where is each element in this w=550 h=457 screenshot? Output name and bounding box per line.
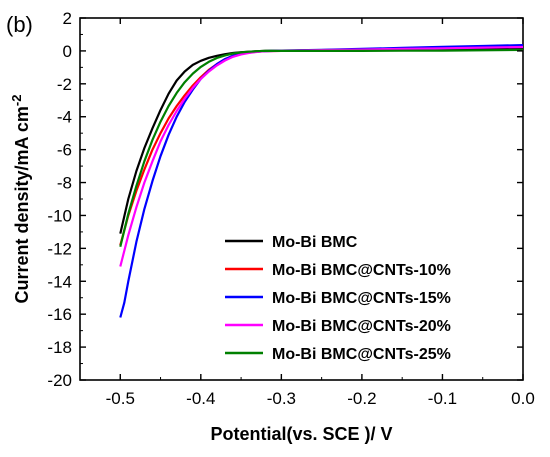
x-tick-label: -0.4 (186, 389, 215, 408)
legend-label-5: Mo-Bi BMC@CNTs-25% (272, 346, 451, 363)
y-tick-label: 0 (63, 42, 72, 61)
x-tick-label: -0.1 (428, 389, 457, 408)
y-tick-label: 2 (63, 9, 72, 28)
legend-label-1: Mo-Bi BMC (272, 234, 358, 251)
y-tick-label: -6 (57, 141, 72, 160)
y-axis-title: Current density/mA cm-2 (9, 95, 32, 304)
y-tick-label: -20 (47, 371, 72, 390)
panel-label: (b) (6, 12, 33, 37)
ticks-layer: -0.5 -0.4 -0.3 -0.2 -0.1 0.0 2 0 -2 -4 -6 -8 -10 -12 -… (47, 9, 534, 408)
y-tick-label: -10 (47, 206, 72, 225)
y-tick-label: -18 (47, 338, 72, 357)
y-tick-label: -16 (47, 305, 72, 324)
series-layer (119, 44, 524, 318)
x-tick-label: -0.5 (106, 389, 135, 408)
y-axis-title-main: Current density/mA cm (12, 106, 32, 303)
legend-label-2: Mo-Bi BMC@CNTs-10% (272, 262, 451, 279)
x-axis-title: Potential(vs. SCE )/ V (210, 424, 392, 444)
y-tick-label: -8 (57, 174, 72, 193)
y-tick-label: -4 (57, 108, 72, 127)
y-tick-label: -2 (57, 75, 72, 94)
y-axis-title-superscript: -2 (9, 95, 24, 107)
series-line-1 (119, 47, 524, 234)
y-tick-label: -14 (47, 272, 72, 291)
x-tick-label: -0.2 (347, 389, 376, 408)
legend-label-4: Mo-Bi BMC@CNTs-20% (272, 318, 451, 335)
plot-area: -0.5 -0.4 -0.3 -0.2 -0.1 0.0 2 0 -2 -4 -6 -8 -10 -12 -… (47, 9, 534, 408)
y-tick-label: -12 (47, 239, 72, 258)
x-tick-label: -0.3 (267, 389, 296, 408)
legend-label-3: Mo-Bi BMC@CNTs-15% (272, 290, 451, 307)
series-line-5 (119, 48, 524, 247)
series-line-4 (119, 45, 524, 267)
x-tick-label: 0.0 (511, 389, 535, 408)
legend: Mo-Bi BMC Mo-Bi BMC@CNTs-10% Mo-Bi BMC@CNT… (225, 234, 451, 363)
